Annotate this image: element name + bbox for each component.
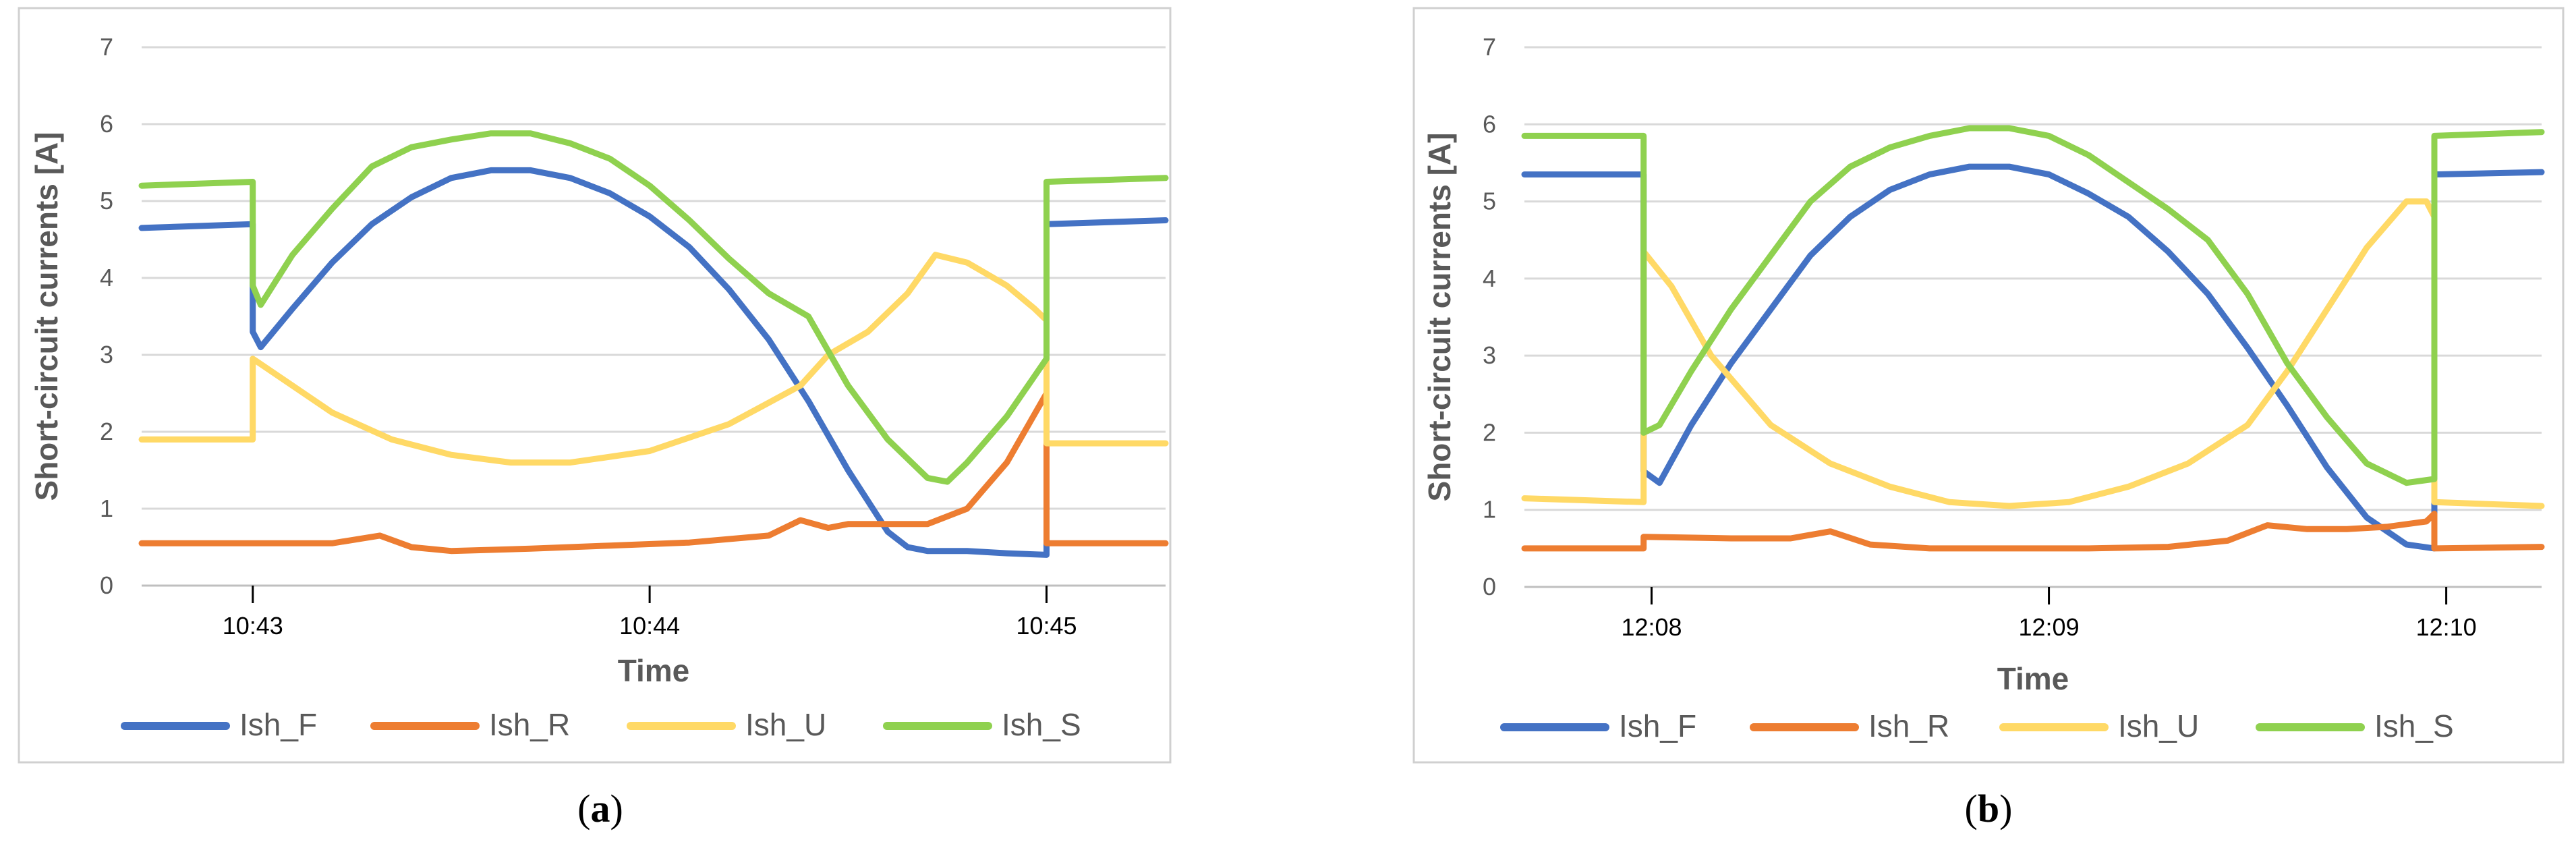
legend-label: Ish_S [1002, 707, 1081, 742]
legend-label: Ish_S [2374, 708, 2454, 743]
legend-label: Ish_U [745, 707, 826, 742]
panel-caption: (a) [577, 787, 623, 830]
y-tick-label: 3 [1483, 341, 1496, 369]
x-tick-label: 10:45 [1016, 612, 1077, 640]
y-tick-label: 0 [100, 571, 113, 599]
y-tick-label: 2 [1483, 418, 1496, 446]
y-axis-title: Short-circuit currents [A] [1422, 133, 1457, 502]
chart-panel-b: 0 1 2 3 4 5 6 7 12:08 12:09 12:10 Time Short-circuit… [1412, 7, 2565, 830]
x-tick-label: 12:09 [2019, 613, 2080, 641]
series-line-ish-f [1521, 163, 2545, 552]
panel-frame [18, 7, 1172, 764]
x-tick-label: 12:10 [2416, 613, 2477, 641]
x-axis-title: Time [618, 653, 690, 688]
series-line-ish-u [138, 252, 1169, 466]
series-line-ish-r [138, 390, 1169, 555]
x-tick-label: 12:08 [1621, 613, 1682, 641]
legend-label: Ish_U [2118, 708, 2199, 743]
y-tick-label: 4 [1483, 264, 1496, 292]
y-tick-label: 2 [100, 418, 113, 445]
series-line-ish-r [1521, 510, 2545, 552]
panel-caption: (b) [1965, 787, 2013, 830]
y-axis-title: Short-circuit currents [A] [29, 132, 64, 501]
x-axis-title: Time [1997, 661, 2069, 696]
series-line-ish-f [138, 167, 1169, 558]
y-tick-label: 3 [100, 341, 113, 368]
y-tick-label: 1 [1483, 496, 1496, 524]
y-tick-label: 5 [1483, 188, 1496, 215]
y-tick-label: 7 [100, 33, 113, 61]
series-line-ish-s [1521, 125, 2545, 486]
legend-label: Ish_F [239, 707, 317, 742]
series-line-ish-s [138, 130, 1169, 485]
legend-label: Ish_R [489, 707, 570, 742]
y-tick-label: 1 [100, 495, 113, 522]
y-tick-label: 7 [1483, 33, 1496, 61]
chart-panel-a: 0 1 2 3 4 5 6 7 10:43 10:44 10:45 Time Short-circuit… [18, 7, 1172, 830]
y-tick-label: 6 [1483, 110, 1496, 138]
y-tick-label: 4 [100, 264, 113, 291]
legend-label: Ish_R [1868, 708, 1949, 743]
y-tick-label: 0 [1483, 573, 1496, 600]
series-line-ish-u [1521, 198, 2545, 509]
x-tick-label: 10:43 [223, 612, 283, 640]
y-tick-label: 6 [100, 110, 113, 138]
legend-label: Ish_F [1619, 708, 1696, 743]
x-tick-label: 10:44 [619, 612, 680, 640]
y-tick-label: 5 [100, 187, 113, 215]
panel-frame [1412, 7, 2565, 764]
